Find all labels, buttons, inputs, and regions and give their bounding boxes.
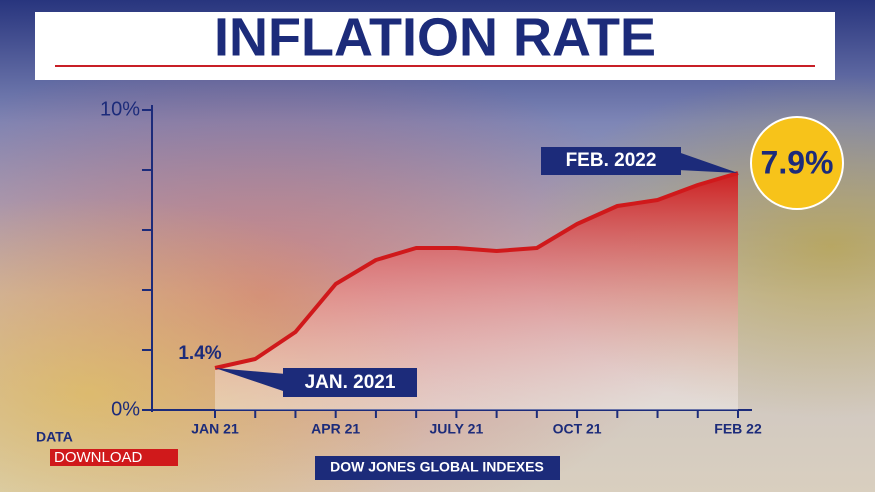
- annotation: JAN. 2021: [305, 372, 396, 393]
- brand-top: DATA: [36, 429, 73, 445]
- brand-bottom: DOWNLOAD: [54, 449, 143, 466]
- x-tick-label: APR 21: [311, 421, 360, 437]
- plot: 0% 10% JAN 21 APR 21 JULY 21 OCT 21 FEB 22 1.4%…: [100, 98, 844, 437]
- callout-box: [283, 368, 417, 397]
- line: [214, 171, 739, 370]
- value-label: 1.4%: [178, 343, 221, 364]
- y-tick-label: 10%: [100, 98, 140, 120]
- callout-box: [541, 147, 681, 175]
- value-badge: [750, 116, 844, 210]
- area: [215, 173, 738, 410]
- x-tick-label: JULY 21: [430, 421, 484, 437]
- source: DOW JONES GLOBAL INDEXES: [330, 459, 544, 475]
- title-box: [35, 12, 835, 80]
- chart-title: INFLATION RATE: [214, 7, 656, 67]
- x-tick-label: JAN 21: [191, 421, 239, 437]
- callout-arrow: [678, 152, 738, 173]
- brand-box: [50, 449, 178, 466]
- source-box: [315, 456, 560, 480]
- value-label: 7.9%: [761, 144, 834, 180]
- x-tick-label: OCT 21: [553, 421, 602, 437]
- callout-arrow: [215, 368, 286, 392]
- x-tick-label: FEB 22: [714, 421, 762, 437]
- annotation: FEB. 2022: [566, 150, 657, 171]
- y-tick-label: 0%: [111, 398, 140, 420]
